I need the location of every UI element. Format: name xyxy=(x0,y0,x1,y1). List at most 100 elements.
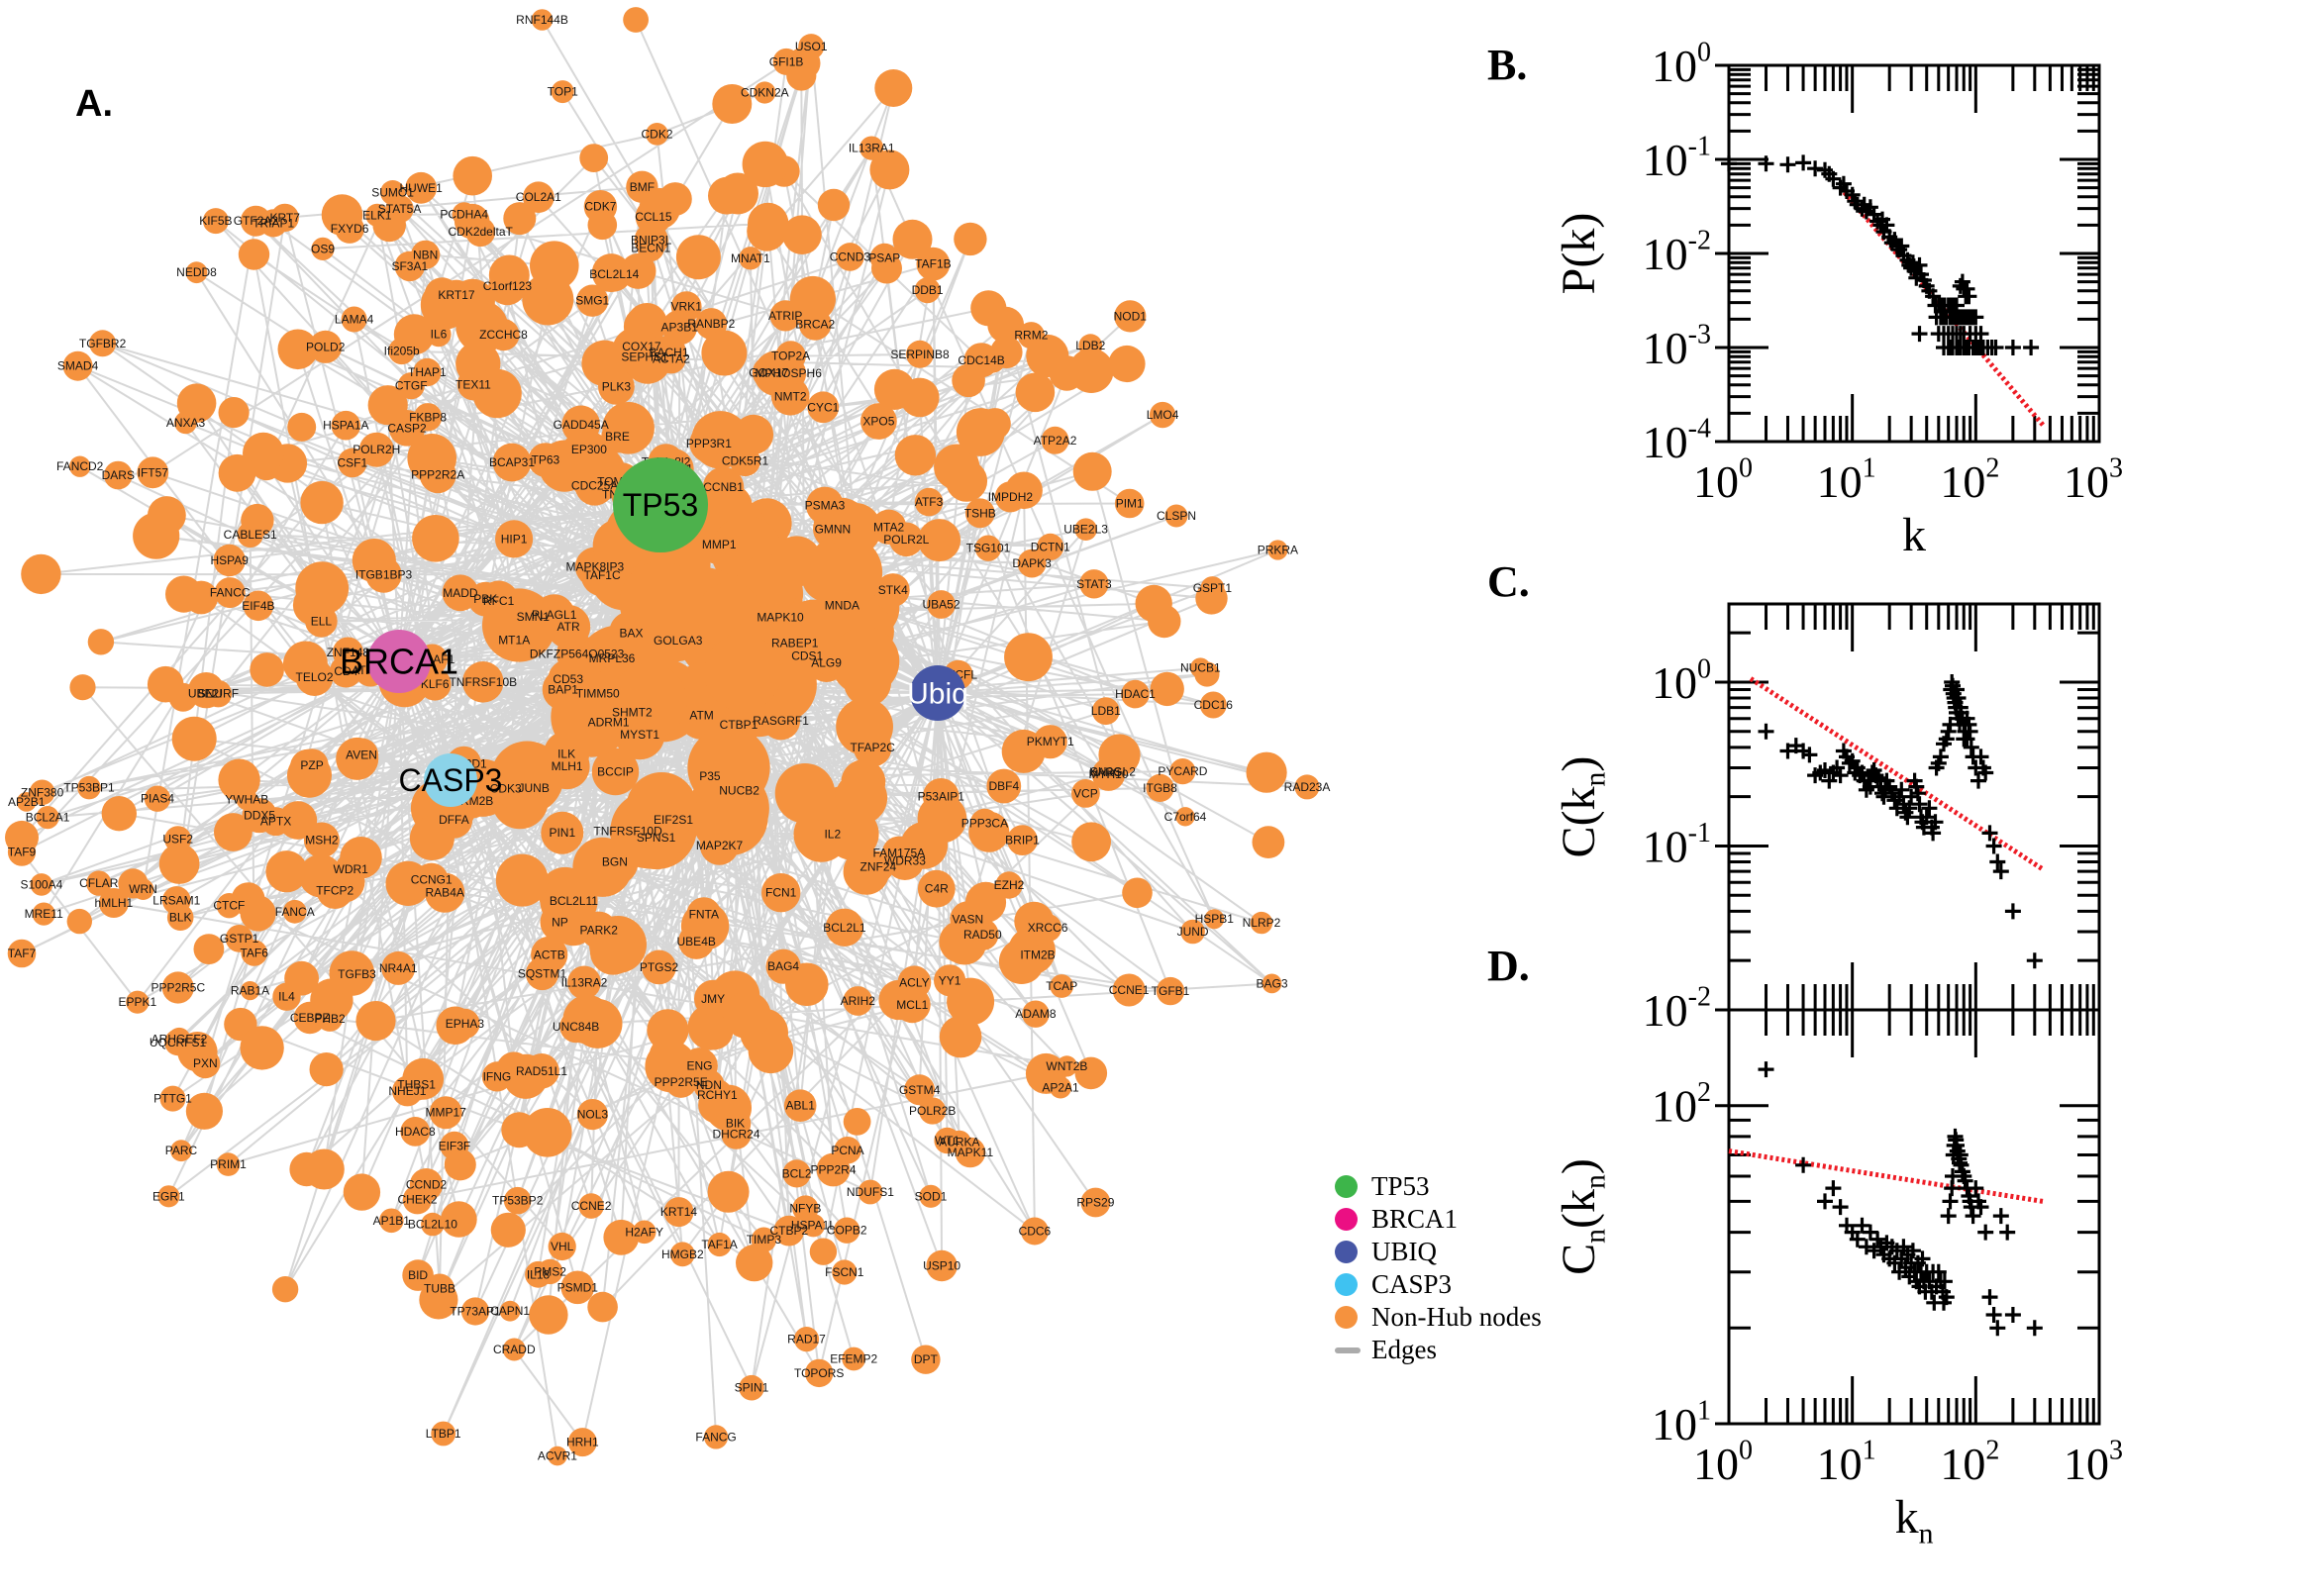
non-hub-node xyxy=(947,977,995,1026)
gene-label: TELO2 xyxy=(295,670,333,684)
non-hub-node xyxy=(62,350,93,381)
non-hub-node xyxy=(529,1295,568,1335)
non-hub-node xyxy=(541,811,584,854)
gene-label: NBN xyxy=(413,248,438,261)
gene-label: EIF4B xyxy=(242,599,274,613)
gene-label: SH3GL2 xyxy=(1090,764,1136,778)
gene-label: BRIP1 xyxy=(1005,834,1040,848)
non-hub-node xyxy=(66,908,93,935)
non-hub-node xyxy=(118,868,149,899)
gene-label: STAT3 xyxy=(1076,577,1112,591)
non-hub-node xyxy=(825,908,864,947)
non-hub-node xyxy=(723,991,771,1040)
network-hubs: TP53 BRCA1 Ubiq CASP3 xyxy=(340,457,968,807)
non-hub-node xyxy=(299,853,343,898)
axis-title: kn​ xyxy=(1895,1491,1934,1550)
gene-label: LAMA4 xyxy=(335,313,374,327)
gene-label: SHMT2 xyxy=(612,706,653,720)
non-hub-node xyxy=(817,188,851,222)
non-hub-node xyxy=(1017,549,1047,578)
gene-label: DAPK3 xyxy=(1012,556,1052,570)
non-hub-node xyxy=(1074,518,1097,541)
gene-label: MRPL36 xyxy=(589,651,636,665)
gene-label: HMGB2 xyxy=(661,1247,704,1261)
non-hub-node xyxy=(32,902,55,926)
non-hub-node xyxy=(1074,1056,1108,1090)
gene-label: CCNG1 xyxy=(411,873,453,887)
gene-label: MAPK10 xyxy=(757,610,804,624)
non-hub-node xyxy=(218,397,250,429)
gene-label: CDC14B xyxy=(958,353,1004,367)
non-hub-node xyxy=(343,1173,381,1211)
axis-title: C(kn​) xyxy=(1553,756,1612,858)
non-hub-node xyxy=(429,1096,462,1130)
non-hub-node xyxy=(567,965,601,1000)
non-hub-node xyxy=(492,443,532,482)
gene-label: RAD51L1 xyxy=(516,1064,567,1078)
gene-label: DPT xyxy=(914,1352,939,1366)
non-hub-node xyxy=(675,235,721,280)
gene-label: AP3B1 xyxy=(661,321,699,335)
tick-label: 102 xyxy=(1940,452,1999,507)
gene-label: USO1 xyxy=(795,40,828,53)
non-hub-node xyxy=(161,886,191,915)
gene-label: PPP3R1 xyxy=(686,437,732,450)
non-hub-node xyxy=(914,277,941,304)
non-hub-node xyxy=(701,330,748,376)
gene-label: TEX11 xyxy=(455,377,491,391)
non-hub-node xyxy=(341,306,367,333)
gene-label: RAD50 xyxy=(963,928,1002,942)
gene-label: IL13RA2 xyxy=(561,975,608,989)
gene-label: PLAGL1 xyxy=(532,608,577,622)
gene-label: JUND xyxy=(1177,925,1209,939)
non-hub-node xyxy=(968,811,1010,852)
non-hub-node xyxy=(419,1280,458,1320)
gene-label: CFLAR xyxy=(79,876,119,890)
legend-label: TP53 xyxy=(1371,1171,1430,1201)
non-hub-node xyxy=(987,306,1025,344)
gene-label: C4R xyxy=(925,882,949,896)
gene-label: CDC25A xyxy=(571,479,618,493)
gene-label: FANCC xyxy=(210,586,251,600)
gene-label: GFI1B xyxy=(769,54,804,68)
gene-label: ATP2A2 xyxy=(1034,434,1077,448)
gene-label: USF2 xyxy=(162,833,193,847)
gene-label: FSCN1 xyxy=(825,1265,864,1279)
non-hub-node xyxy=(603,1219,640,1255)
gene-label: Ifi205b xyxy=(384,345,420,358)
non-hub-node xyxy=(707,1170,750,1213)
tick-label: 100 xyxy=(1693,452,1753,507)
gene-label: BMF xyxy=(630,180,655,194)
gene-label: TGFB3 xyxy=(338,967,376,981)
non-hub-node xyxy=(1246,751,1287,793)
gene-label: PMS2 xyxy=(534,1264,566,1278)
node-swatch-icon xyxy=(1335,1175,1358,1198)
gene-label: BACH1 xyxy=(649,346,688,359)
gene-label: PTTG1 xyxy=(153,1092,192,1106)
non-hub-node xyxy=(871,252,902,284)
gene-label: MPHOSPH6 xyxy=(756,366,823,380)
gene-label: ITM2B xyxy=(1020,948,1055,962)
gene-label: SPIN1 xyxy=(735,1381,769,1395)
network-legend: TP53 BRCA1 UBIQ CASP3 Non-Hub nodes Edges xyxy=(1335,1170,1542,1366)
non-hub-node xyxy=(490,1212,526,1247)
gene-label: ZNF148 xyxy=(327,646,370,659)
non-hub-node xyxy=(906,340,934,368)
edge-swatch-icon xyxy=(1335,1347,1361,1353)
gene-label: ADAM8 xyxy=(1015,1007,1057,1021)
non-hub-node xyxy=(836,698,893,755)
gene-label: APTX xyxy=(260,815,291,829)
gene-label: KRT7 xyxy=(269,211,300,225)
non-hub-node xyxy=(98,888,129,918)
gene-label: PSMD1 xyxy=(557,1280,599,1294)
tick-label: 100 xyxy=(1693,1435,1753,1489)
gene-label: ALG9 xyxy=(811,656,842,670)
non-hub-node xyxy=(878,979,919,1021)
node-swatch-icon xyxy=(1335,1208,1358,1231)
non-hub-node xyxy=(503,1053,549,1099)
gene-label: XRCC6 xyxy=(1028,921,1068,935)
non-hub-node xyxy=(739,247,762,270)
non-hub-node xyxy=(530,241,579,290)
